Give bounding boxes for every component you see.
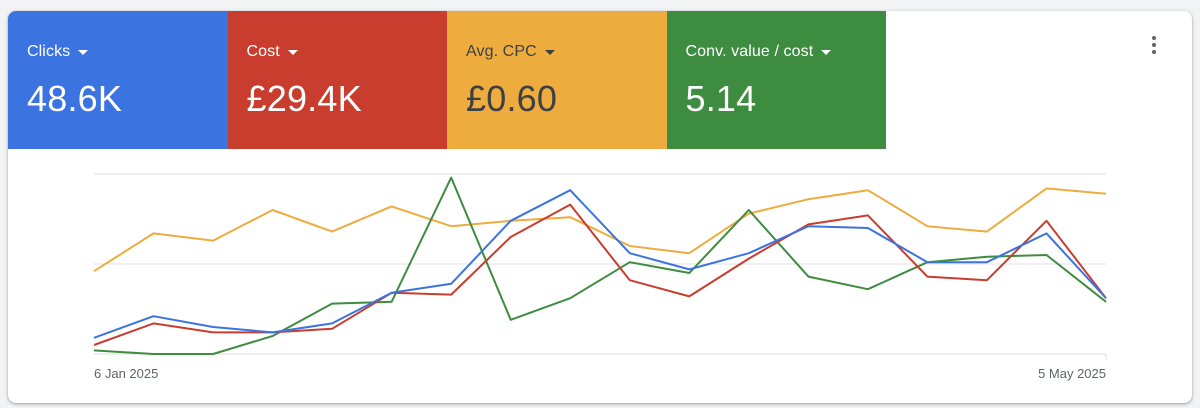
more-vert-icon — [1152, 36, 1156, 40]
more-vert-icon-dot — [1152, 50, 1156, 54]
more-options-button[interactable] — [1138, 29, 1170, 61]
performance-line-chart: 6 Jan 2025 5 May 2025 — [93, 173, 1107, 381]
metric-tile-header: Cost — [247, 42, 448, 62]
metric-tile-avg-cpc[interactable]: Avg. CPC £0.60 — [447, 11, 667, 149]
x-tick-label-end: 5 May 2025 — [1038, 366, 1106, 381]
metric-value: £29.4K — [246, 78, 362, 119]
metric-tiles: Clicks 48.6K Cost £29.4K Avg. CPC £0.60 … — [8, 11, 886, 149]
metric-tile-conv-value-cost[interactable]: Conv. value / cost 5.14 — [666, 11, 887, 149]
metric-tile-header: Clicks — [27, 42, 228, 62]
series-line-clicks — [93, 189, 1107, 339]
dropdown-caret-icon — [287, 49, 298, 55]
dropdown-caret-icon — [78, 49, 89, 55]
dropdown-caret-icon — [821, 49, 832, 55]
metric-label: Cost — [246, 43, 280, 60]
metric-label: Clicks — [27, 43, 71, 60]
metric-tile-header: Conv. value / cost — [686, 42, 887, 62]
more-vert-icon-dot — [1152, 43, 1156, 47]
metric-value: 48.6K — [27, 78, 123, 119]
chart-series — [93, 176, 1107, 355]
series-line-avg-cpc — [93, 187, 1107, 273]
performance-card: Clicks 48.6K Cost £29.4K Avg. CPC £0.60 … — [8, 11, 1192, 403]
metric-label: Conv. value / cost — [685, 43, 814, 60]
metric-value: 5.14 — [685, 78, 757, 119]
chart-grid — [94, 173, 1107, 360]
x-tick-label-start: 6 Jan 2025 — [94, 366, 158, 381]
series-line-conv-value-cost — [93, 176, 1107, 355]
dropdown-caret-icon — [544, 49, 555, 55]
metric-tile-clicks[interactable]: Clicks 48.6K — [8, 11, 228, 149]
metric-value: £0.60 — [466, 78, 558, 119]
metric-tile-cost[interactable]: Cost £29.4K — [227, 11, 448, 149]
metric-tile-header: Avg. CPC — [466, 42, 667, 62]
metric-label: Avg. CPC — [466, 43, 537, 60]
series-line-cost — [93, 203, 1107, 346]
